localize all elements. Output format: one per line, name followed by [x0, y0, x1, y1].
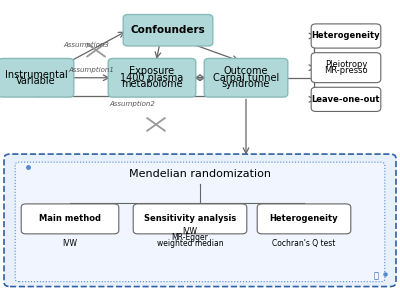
Text: Carpal tunnel: Carpal tunnel — [213, 73, 279, 83]
Text: Variable: Variable — [16, 76, 56, 86]
Text: weighted median: weighted median — [157, 239, 223, 248]
Text: Leave-one-out: Leave-one-out — [312, 95, 380, 104]
Text: Assumption2: Assumption2 — [109, 101, 155, 107]
FancyBboxPatch shape — [15, 162, 385, 282]
Text: Heterogeneity: Heterogeneity — [312, 31, 380, 41]
FancyBboxPatch shape — [4, 154, 396, 287]
FancyBboxPatch shape — [133, 204, 247, 234]
FancyBboxPatch shape — [204, 58, 288, 97]
Text: Main method: Main method — [39, 214, 101, 223]
Text: IVW: IVW — [182, 227, 198, 236]
Text: IVW: IVW — [62, 239, 78, 248]
Text: Pleiotropy: Pleiotropy — [325, 60, 367, 69]
Text: Heterogeneity: Heterogeneity — [270, 214, 338, 223]
Text: Instrumental: Instrumental — [5, 70, 67, 79]
FancyBboxPatch shape — [21, 204, 119, 234]
FancyBboxPatch shape — [0, 58, 74, 97]
Text: Exposure: Exposure — [130, 67, 174, 76]
FancyBboxPatch shape — [311, 87, 381, 111]
FancyBboxPatch shape — [108, 58, 196, 97]
Text: MR-Egger: MR-Egger — [172, 233, 208, 242]
Text: Outcome: Outcome — [224, 67, 268, 76]
Text: 📊: 📊 — [374, 271, 378, 281]
Text: Confounders: Confounders — [131, 25, 205, 35]
FancyBboxPatch shape — [311, 24, 381, 48]
FancyBboxPatch shape — [311, 53, 381, 83]
Text: Sensitivity analysis: Sensitivity analysis — [144, 214, 236, 223]
Text: Cochran's Q test: Cochran's Q test — [272, 239, 336, 248]
Text: 1400 plasma: 1400 plasma — [120, 73, 184, 83]
Text: Mendelian randomization: Mendelian randomization — [129, 169, 271, 179]
Text: Assumption1: Assumption1 — [68, 67, 114, 73]
FancyBboxPatch shape — [257, 204, 351, 234]
Text: Assumption3: Assumption3 — [63, 41, 109, 48]
Text: MR-presso: MR-presso — [324, 66, 368, 75]
Text: metabolome: metabolome — [121, 79, 183, 89]
FancyBboxPatch shape — [123, 14, 213, 46]
Text: syndrome: syndrome — [222, 79, 270, 89]
